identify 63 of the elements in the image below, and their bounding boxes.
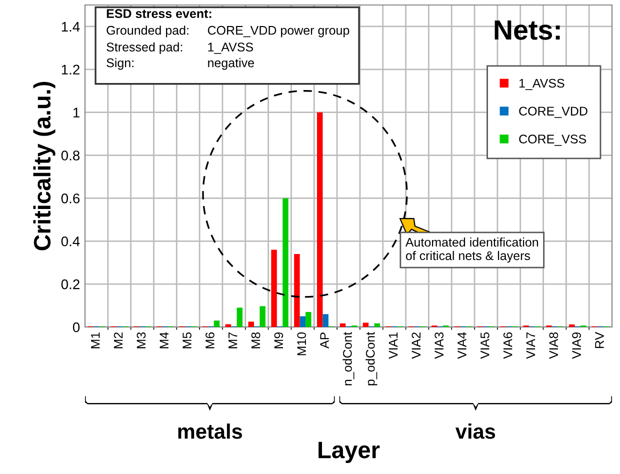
annotation: CORE_VDD power group	[208, 26, 350, 38]
x-tick-label: VIA6	[503, 332, 512, 359]
bar	[271, 250, 277, 327]
x-axis-title: Layer	[318, 442, 380, 464]
annotation: Sign:	[106, 58, 134, 70]
bar	[322, 314, 328, 327]
x-tick-label: M4	[160, 332, 168, 348]
x-tick-label: VIA5	[480, 332, 490, 359]
x-tick-label: M9	[274, 332, 284, 348]
text: metals	[178, 424, 242, 439]
x-tick-label: M10	[297, 332, 306, 356]
y-tick-label: 0.6	[61, 194, 80, 204]
bar	[282, 198, 288, 327]
bar	[248, 322, 254, 327]
x-tick-label: M8	[251, 332, 260, 348]
x-tick-label: M5	[182, 332, 192, 348]
x-tick-label: VIA8	[549, 332, 558, 359]
x-tick-label: VIA3	[434, 332, 444, 359]
y-tick-label: 0	[72, 322, 80, 332]
x-tick-label: VIA2	[412, 332, 420, 359]
x-tick-label: AP	[320, 332, 329, 349]
bar	[236, 308, 243, 327]
bar	[294, 254, 300, 327]
bar	[300, 316, 306, 327]
x-tick-label: M1	[91, 332, 100, 348]
y-axis-title: Criticality (a.u.)	[33, 82, 56, 250]
annotation: Grounded pad:	[106, 26, 188, 38]
annotation: 1_AVSS	[208, 42, 254, 54]
legend-label: CORE_VSS	[519, 134, 586, 146]
y-tick-label: 0.4	[61, 236, 80, 246]
bar	[569, 324, 575, 327]
legend-label: CORE_VDD	[519, 106, 588, 118]
annotation: Automated identification of critical nets & layers	[405, 237, 538, 263]
x-tick-label: p_odCont	[366, 332, 378, 386]
legend-label: 1_AVSS	[519, 78, 564, 90]
bar	[225, 324, 232, 327]
y-tick-label: 1.4	[62, 22, 80, 32]
x-tick-label: VIA4	[458, 332, 466, 359]
x-tick-label: M2	[114, 332, 123, 348]
y-tick-label: 1	[73, 108, 80, 118]
x-tick-label: RV	[595, 332, 604, 348]
bar	[214, 320, 220, 327]
x-tick-label: VIA9	[572, 332, 581, 359]
y-tick-label: 0.8	[61, 150, 80, 160]
x-tick-label: n_odCont	[342, 332, 354, 386]
bar	[306, 312, 312, 327]
bar	[260, 306, 266, 327]
x-tick-label: M7	[228, 332, 238, 348]
annotation: ESD stress event:	[106, 9, 212, 18]
bar	[340, 323, 346, 327]
bar	[374, 323, 380, 327]
bar	[316, 112, 323, 327]
y-tick-label: 1.2	[62, 64, 80, 74]
y-tick-label: 0.2	[61, 279, 80, 290]
x-tick-label: VIA7	[526, 332, 536, 359]
annotation: Stressed pad:	[106, 42, 182, 54]
annotation: negative	[208, 58, 254, 70]
x-tick-label: M6	[206, 332, 214, 348]
x-tick-label: VIA1	[388, 332, 398, 359]
bar	[362, 322, 369, 327]
text: vias	[455, 424, 496, 439]
legend-title: Nets:	[494, 20, 560, 40]
x-tick-label: M3	[136, 332, 146, 348]
